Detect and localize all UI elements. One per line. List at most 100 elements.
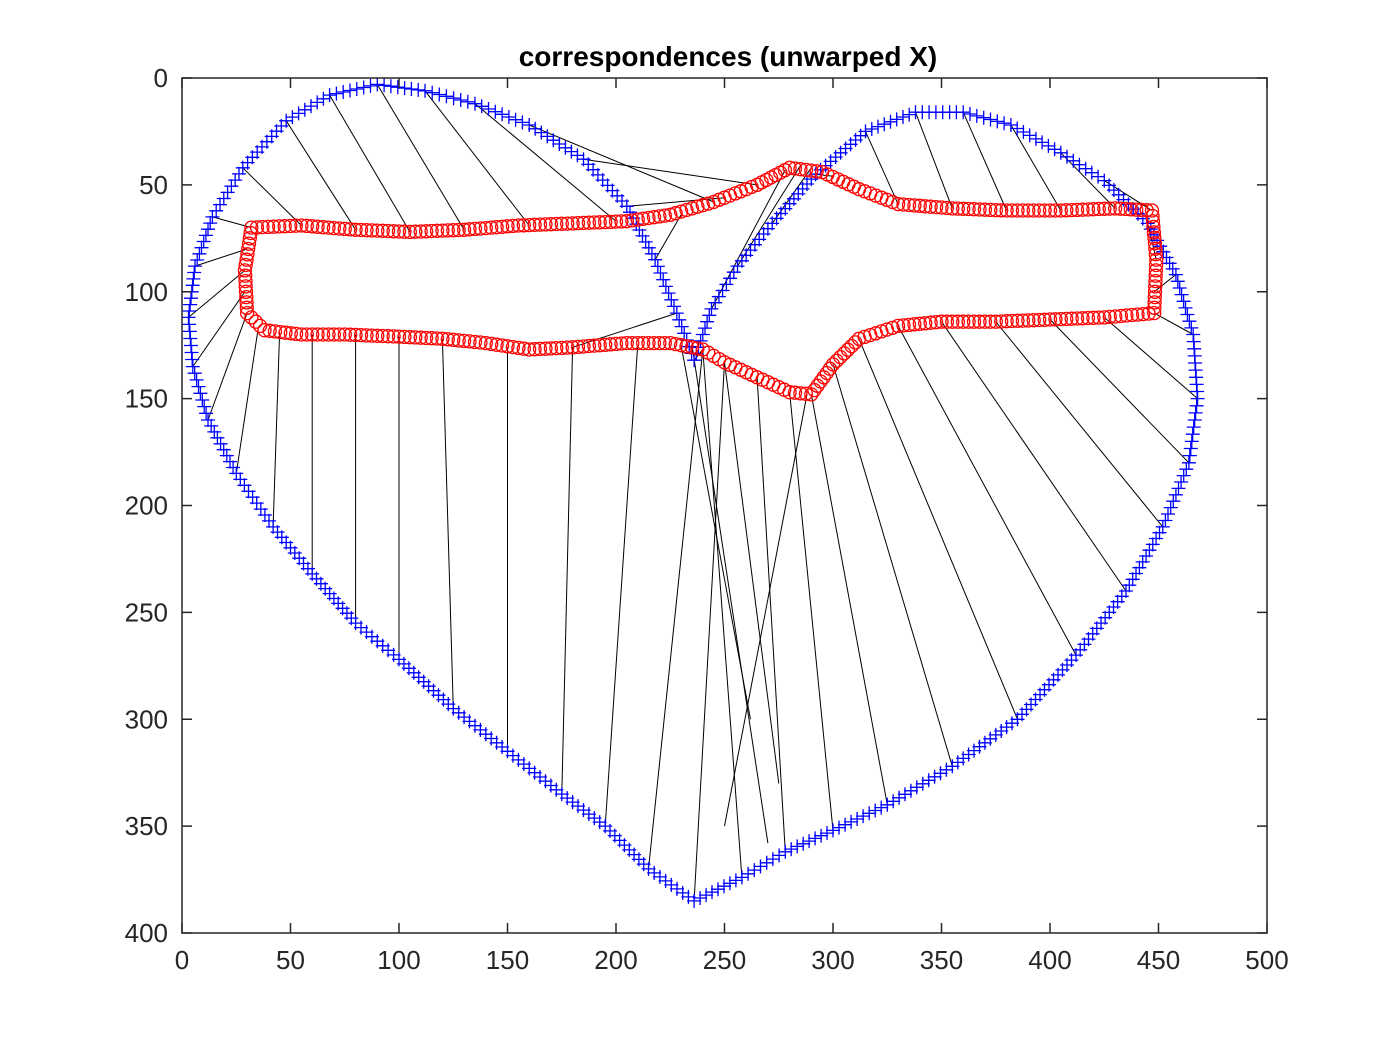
blue-plus-marker (695, 327, 710, 342)
correspondence-line (756, 377, 786, 852)
red-circle-marker (587, 215, 602, 230)
red-circle-marker (375, 223, 390, 238)
blue-plus-marker (814, 828, 829, 843)
red-circle-marker (901, 317, 917, 333)
red-circle-marker (527, 217, 542, 232)
blue-plus-marker (1163, 500, 1178, 515)
red-circle-marker (1134, 202, 1149, 218)
blue-plus-marker (669, 306, 684, 321)
blue-plus-marker (598, 819, 613, 834)
red-circle-marker (467, 221, 483, 237)
red-circle-marker (1147, 295, 1162, 310)
blue-plus-marker (564, 144, 579, 159)
blue-plus-marker (790, 839, 805, 854)
chart-title: correspondences (unwarped X) (519, 41, 938, 72)
blue-plus-marker (747, 863, 762, 878)
red-circle-marker (538, 341, 553, 356)
blue-plus-marker (1122, 578, 1137, 593)
blue-plus-marker (880, 797, 895, 812)
blue-plus-marker (207, 424, 222, 439)
red-circle-marker (1146, 225, 1162, 240)
red-circle-marker (614, 336, 629, 351)
blue-plus-marker (1125, 572, 1140, 587)
red-circle-marker (511, 218, 526, 233)
blue-plus-marker (641, 240, 656, 255)
red-circle-marker (684, 340, 700, 355)
red-circle-marker (576, 215, 591, 231)
blue-plus-marker (404, 82, 419, 96)
correspondence-lines (188, 84, 1198, 901)
red-circle-marker (418, 224, 434, 239)
correspondence-line (995, 321, 1164, 528)
blue-plus-marker (1178, 300, 1193, 315)
x-tick-label: 250 (703, 945, 746, 975)
red-circle-marker (848, 335, 863, 350)
red-circle-marker (391, 329, 407, 344)
blue-plus-marker (722, 876, 737, 891)
blue-plus-marker (587, 811, 602, 826)
red-circle-marker (386, 224, 401, 239)
red-circle-marker (1144, 203, 1160, 218)
blue-plus-marker (717, 879, 731, 894)
blue-plus-marker (188, 259, 202, 274)
correspondence-line (915, 112, 953, 209)
blue-plus-marker (772, 848, 787, 863)
red-circle-marker (244, 310, 259, 325)
correspondence-line (789, 392, 834, 831)
red-circle-marker (1010, 203, 1025, 218)
blue-plus-marker (1182, 314, 1197, 329)
red-circle-marker (1148, 273, 1163, 289)
red-circle-marker (478, 220, 493, 236)
blue-plus-marker (886, 794, 901, 809)
red-circle-marker (386, 329, 401, 344)
correspondence-line (680, 345, 751, 720)
red-circle-marker (310, 219, 325, 234)
blue-plus-marker (285, 110, 300, 125)
blue-plus-marker (765, 852, 780, 867)
blue-plus-marker (453, 93, 468, 107)
red-circle-marker (972, 314, 987, 329)
red-circle-marker (1113, 201, 1128, 216)
red-circle-marker (961, 314, 976, 329)
correspondence-line (865, 131, 899, 205)
correspondence-line (897, 325, 1077, 656)
red-circle-marker (1119, 308, 1134, 323)
blue-plus-marker (976, 110, 991, 125)
blue-plus-marker (187, 265, 202, 280)
red-circle-marker (1147, 289, 1162, 305)
red-circle-marker (238, 273, 253, 289)
blue-plus-marker (999, 720, 1014, 735)
red-circle-marker (522, 342, 537, 357)
x-tick-label: 100 (377, 945, 420, 975)
blue-plus-marker (370, 77, 385, 92)
blue-plus-marker (182, 324, 197, 339)
red-circle-marker (816, 370, 831, 385)
red-circle-marker (424, 331, 439, 346)
red-circle-marker (326, 220, 342, 236)
y-tick-label: 0 (154, 63, 168, 93)
red-circle-marker (1059, 311, 1074, 327)
red-circle-marker (239, 305, 255, 321)
blue-plus-marker (1190, 391, 1205, 406)
red-circle-marker (813, 374, 828, 389)
red-circle-marker (511, 340, 526, 356)
x-tick-label: 300 (811, 945, 854, 975)
red-circle-marker (1148, 257, 1164, 273)
red-circle-marker (273, 324, 288, 340)
blue-plus-marker (977, 735, 992, 750)
red-circle-marker (999, 203, 1014, 218)
red-circle-marker (923, 315, 938, 330)
blue-plus-marker (915, 776, 930, 791)
red-circle-marker (684, 201, 700, 216)
red-circle-marker (494, 338, 510, 353)
blue-plus-marker (310, 95, 325, 110)
blue-plus-marker (874, 800, 889, 815)
red-circle-marker (418, 330, 434, 346)
red-circle-marker (397, 329, 412, 345)
blue-plus-marker (856, 809, 871, 824)
red-circle-marker (1147, 284, 1163, 299)
red-circle-marker (939, 200, 955, 216)
y-tick-label: 300 (125, 704, 168, 734)
blue-plus-marker (802, 834, 817, 849)
blue-plus-marker (195, 393, 210, 407)
